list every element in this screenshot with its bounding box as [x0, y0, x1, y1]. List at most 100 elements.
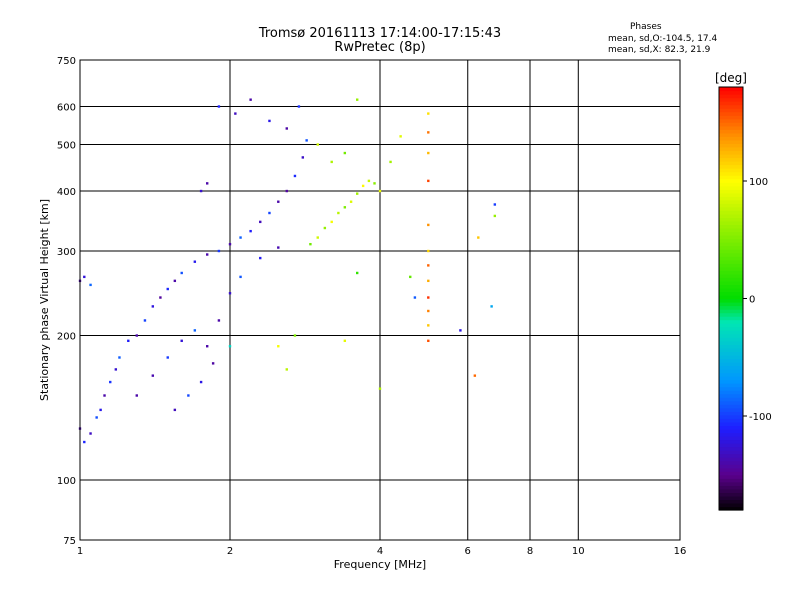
data-point	[217, 319, 221, 322]
colorbar-segment	[719, 220, 743, 226]
colorbar-segment	[719, 305, 743, 310]
colorbar-segment	[719, 210, 743, 215]
data-point	[103, 394, 106, 397]
data-point	[367, 179, 371, 183]
colorbar-tick-label: -100	[749, 412, 772, 423]
data-points	[78, 98, 497, 444]
colorbar-segment	[719, 414, 743, 419]
colorbar-segment	[719, 330, 743, 335]
colorbar-segment	[719, 228, 743, 233]
colorbar-segment	[719, 101, 743, 106]
colorbar-segment	[719, 118, 743, 123]
data-point	[277, 246, 280, 249]
colorbar-segment	[719, 294, 743, 300]
colorbar-segment	[719, 319, 743, 324]
colorbar-segment	[719, 326, 743, 331]
colorbar-segment	[719, 450, 743, 455]
colorbar-segment	[719, 443, 743, 448]
data-point	[199, 380, 203, 384]
chart-subtitle: RwPretec (8p)	[334, 40, 426, 55]
data-point	[109, 380, 112, 384]
data-point	[493, 214, 497, 218]
colorbar-segment	[719, 376, 743, 381]
colorbar-segment	[719, 206, 743, 211]
colorbar-segment	[719, 185, 743, 190]
y-tick-label: 100	[57, 476, 76, 487]
data-point	[378, 189, 382, 193]
colorbar-label: [deg]	[715, 71, 747, 85]
colorbar-segment	[719, 446, 743, 451]
data-point	[187, 394, 190, 397]
colorbar-segment	[719, 291, 743, 296]
colorbar-segment	[719, 439, 743, 444]
colorbar-segment	[719, 302, 743, 307]
colorbar-segment	[719, 143, 743, 148]
colorbar-segment	[719, 242, 743, 247]
data-point	[355, 192, 359, 195]
colorbar-segment	[719, 428, 743, 434]
y-tick-label: 500	[57, 141, 76, 152]
data-point	[305, 139, 308, 142]
colorbar-segment	[719, 287, 743, 293]
colorbar-segment	[719, 175, 743, 180]
data-point	[217, 105, 221, 108]
colorbar-segment	[719, 481, 743, 486]
data-point	[427, 309, 430, 313]
colorbar-segment	[719, 213, 743, 219]
colorbar-segment	[719, 344, 743, 349]
colorbar-tick-label: 100	[749, 177, 768, 188]
colorbar-segment	[719, 453, 743, 458]
data-point	[173, 408, 177, 412]
data-point	[427, 249, 430, 253]
colorbar-segment	[719, 499, 743, 504]
data-point	[316, 143, 319, 146]
colorbar-segment	[719, 397, 743, 402]
data-point	[316, 236, 319, 239]
colorbar-segment	[719, 316, 743, 321]
data-point	[205, 345, 209, 348]
data-point	[427, 179, 430, 183]
colorbar-segment	[719, 87, 743, 92]
colorbar-segment	[719, 492, 743, 497]
colorbar-segment	[719, 136, 743, 141]
data-point	[259, 256, 262, 260]
colorbar-segment	[719, 192, 743, 197]
colorbar-segment	[719, 457, 743, 462]
data-point	[83, 275, 86, 279]
data-point	[193, 260, 197, 263]
data-point	[343, 206, 347, 209]
data-point	[228, 345, 232, 348]
data-point	[135, 394, 138, 397]
colorbar-segment	[719, 235, 743, 240]
x-tick-label: 2	[227, 546, 233, 557]
data-point	[234, 112, 237, 115]
colorbar-segment	[719, 351, 743, 356]
data-point	[217, 249, 221, 253]
y-tick-label: 750	[57, 56, 76, 67]
colorbar-segment	[719, 111, 743, 116]
colorbar-segment	[719, 354, 743, 360]
data-point	[355, 271, 359, 275]
colorbar-segment	[719, 340, 743, 345]
colorbar-segment	[719, 467, 743, 472]
x-tick-label: 1	[77, 546, 83, 557]
colorbar-segment	[719, 270, 743, 275]
chart-title: Tromsø 20161113 17:14:00-17:15:43	[258, 26, 502, 41]
data-point	[180, 271, 183, 275]
data-point	[127, 339, 130, 343]
data-point	[293, 334, 297, 337]
colorbar-segment	[719, 224, 743, 229]
colorbar-segment	[719, 309, 743, 314]
data-point	[118, 356, 121, 359]
data-point	[343, 151, 347, 155]
data-point	[490, 305, 493, 308]
data-point	[285, 368, 288, 371]
colorbar-segment	[719, 425, 743, 430]
data-point	[239, 236, 242, 239]
data-point	[293, 174, 297, 178]
data-point	[193, 329, 197, 332]
y-tick-label: 600	[57, 103, 76, 114]
data-point	[330, 160, 333, 164]
data-point	[159, 296, 162, 299]
